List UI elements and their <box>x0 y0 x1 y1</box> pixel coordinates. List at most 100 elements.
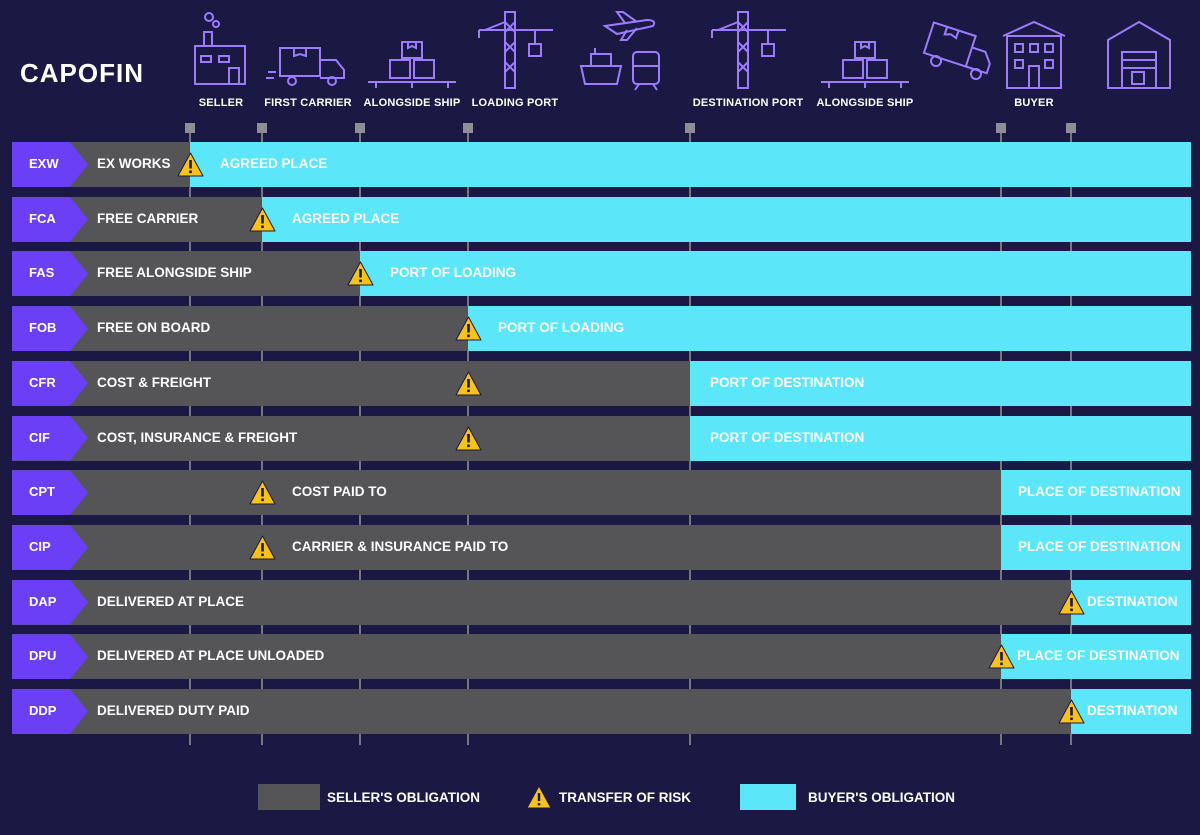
brand-logo: CAPOFIN <box>20 58 144 88</box>
stage-4: LOADING PORT <box>455 8 575 113</box>
legend-risk-label: TRANSFER OF RISK <box>559 790 692 805</box>
stage-5 <box>562 8 682 113</box>
stage-label: ALONGSIDE SHIP <box>816 97 914 109</box>
transfer-of-risk-warning-icon <box>455 316 482 341</box>
transfer-of-risk-warning-icon <box>988 644 1015 669</box>
delivery-point-label: PLACE OF DESTINATION <box>1018 484 1181 500</box>
buyer-obligation-bar <box>1071 689 1191 734</box>
incoterm-code: CPT <box>29 484 55 500</box>
incoterm-row-cip: CIP CARRIER & INSURANCE PAID TO PLACE OF D… <box>12 524 1191 570</box>
incoterm-code-tag: CFR <box>12 360 88 406</box>
incoterm-code-tag: CPT <box>12 470 88 516</box>
incoterm-row-exw: EXW EX WORKS AGREED PLACE <box>12 142 1191 187</box>
incoterm-code-tag: DAP <box>12 579 88 625</box>
milestone-marker <box>685 123 695 133</box>
incoterm-code-tag: EXW <box>12 142 88 187</box>
legend-buyer-swatch <box>740 784 796 810</box>
transfer-of-risk-warning-icon <box>1058 590 1085 615</box>
incoterm-code: DDP <box>29 703 57 718</box>
incoterm-code-tag: DDP <box>12 689 88 734</box>
incoterm-row-fas: FAS FREE ALONGSIDE SHIP PORT OF LOADING <box>12 251 1191 297</box>
incoterm-name: FREE ON BOARD <box>97 320 211 336</box>
seller-obligation-bar <box>12 524 1001 570</box>
stage-label: SELLER <box>198 97 244 109</box>
incoterm-name: DELIVERED AT PLACE UNLOADED <box>97 648 325 664</box>
incoterm-row-fob: FOB FREE ON BOARD PORT OF LOADING <box>12 306 1191 352</box>
incoterm-code-tag: FAS <box>12 251 88 297</box>
transfer-of-risk-warning-icon <box>249 207 276 232</box>
incoterm-code: FOB <box>29 320 57 336</box>
stage-label: DESTINATION PORT <box>692 97 804 109</box>
incoterm-row-cfr: CFR COST & FREIGHT PORT OF DESTINATION <box>12 360 1191 406</box>
incoterm-row-dap: DAP DELIVERED AT PLACE DESTINATION <box>12 579 1191 625</box>
incoterm-code-tag: CIP <box>12 524 88 570</box>
buyer-obligation-bar <box>360 251 1191 297</box>
incoterm-code: FCA <box>29 210 56 226</box>
stage-label: FIRST CARRIER <box>264 97 352 109</box>
incoterm-name: COST, INSURANCE & FREIGHT <box>97 429 298 445</box>
transfer-of-risk-warning-icon <box>347 261 374 286</box>
seller-obligation-bar <box>12 634 1001 680</box>
incoterm-code: CIF <box>29 429 50 445</box>
incoterm-code: DPU <box>29 648 57 664</box>
incoterm-name: DELIVERED DUTY PAID <box>97 703 250 718</box>
transfer-of-risk-warning-icon <box>249 535 276 560</box>
incoterm-name: DELIVERED AT PLACE <box>97 593 245 609</box>
legend-seller-label: SELLER'S OBLIGATION <box>327 790 480 805</box>
delivery-point-label: DESTINATION <box>1087 593 1178 609</box>
stage-9: BUYER <box>974 8 1094 113</box>
buyer-obligation-bar <box>468 306 1191 352</box>
incoterm-code: DAP <box>29 593 57 609</box>
delivery-point-label: PLACE OF DESTINATION <box>1017 648 1180 664</box>
stage-8 <box>900 8 1020 113</box>
stage-1: SELLER <box>161 8 281 113</box>
incoterm-code-tag: FCA <box>12 196 88 242</box>
stage-2: FIRST CARRIER <box>248 8 368 113</box>
stage-label: BUYER <box>1014 97 1054 109</box>
delivery-point-label: PORT OF LOADING <box>498 320 624 336</box>
seller-obligation-bar <box>12 579 1071 625</box>
delivery-point-label: PLACE OF DESTINATION <box>1018 538 1181 554</box>
transfer-of-risk-warning-icon <box>177 152 204 177</box>
incoterm-name: FREE CARRIER <box>97 210 199 226</box>
incoterm-name: CARRIER & INSURANCE PAID TO <box>292 538 509 554</box>
incoterm-row-fca: FCA FREE CARRIER AGREED PLACE <box>12 196 1191 242</box>
incoterm-name: COST PAID TO <box>292 484 387 500</box>
seller-obligation-bar <box>12 306 468 352</box>
incoterm-code: FAS <box>29 265 55 281</box>
incoterm-code-tag: FOB <box>12 306 88 352</box>
delivery-point-label: PORT OF LOADING <box>390 265 516 281</box>
delivery-point-label: AGREED PLACE <box>292 210 400 226</box>
transfer-of-risk-warning-icon <box>455 426 482 451</box>
incoterm-code: CFR <box>29 374 56 390</box>
stage-label: ALONGSIDE SHIP <box>363 97 461 109</box>
seller-obligation-bar <box>12 689 1071 734</box>
buyer-obligation-bar <box>690 360 1191 406</box>
transfer-of-risk-warning-icon <box>1058 699 1085 724</box>
milestone-marker <box>463 123 473 133</box>
incoterm-row-cpt: CPT COST PAID TO PLACE OF DESTINATION <box>12 470 1191 516</box>
incoterm-row-ddp: DDP DELIVERED DUTY PAID DESTINATION <box>12 689 1191 734</box>
milestone-marker <box>185 123 195 133</box>
incoterm-row-cif: CIF COST, INSURANCE & FREIGHT PORT OF DEST… <box>12 415 1191 461</box>
buyer-obligation-bar <box>1001 524 1191 570</box>
buyer-obligation-bar <box>1001 470 1191 516</box>
incoterm-code: CIP <box>29 538 51 554</box>
stage-6: DESTINATION PORT <box>688 8 808 113</box>
delivery-point-label: AGREED PLACE <box>220 156 328 171</box>
buyer-obligation-bar <box>1001 634 1191 680</box>
seller-obligation-bar <box>12 470 1001 516</box>
incoterm-code: EXW <box>29 156 59 171</box>
incoterm-code-tag: CIF <box>12 415 88 461</box>
legend-buyer-label: BUYER'S OBLIGATION <box>808 790 955 805</box>
incoterm-row-dpu: DPU DELIVERED AT PLACE UNLOADED PLACE OF D… <box>12 634 1191 680</box>
incoterm-name: COST & FREIGHT <box>97 374 211 390</box>
seller-obligation-bar <box>12 415 690 461</box>
delivery-point-label: DESTINATION <box>1087 703 1178 718</box>
seller-obligation-bar <box>12 360 690 406</box>
buyer-obligation-bar <box>262 196 1191 242</box>
milestone-marker <box>996 123 1006 133</box>
buyer-obligation-bar <box>190 142 1191 187</box>
transfer-of-risk-warning-icon <box>455 371 482 396</box>
milestone-marker <box>355 123 365 133</box>
